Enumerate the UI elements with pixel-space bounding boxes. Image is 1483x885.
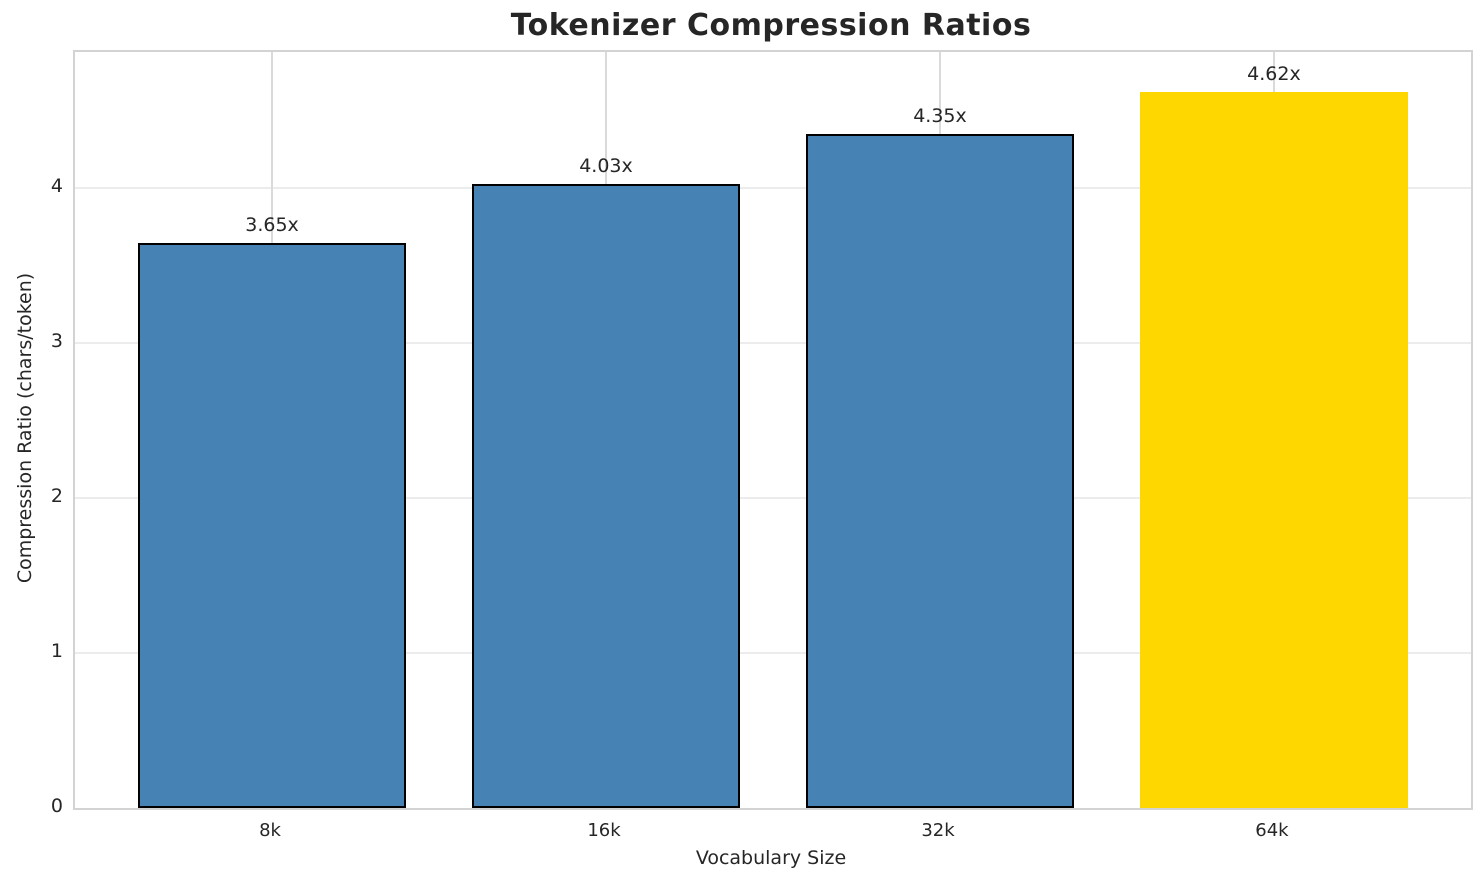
- horizontal-gridline: [75, 342, 1471, 345]
- y-tick-label: 4: [50, 175, 63, 198]
- x-tick-label: 16k: [587, 820, 621, 841]
- y-tick-label: 1: [50, 640, 63, 663]
- x-tick-label: 64k: [1255, 820, 1289, 841]
- y-axis-label: Compression Ratio (chars/token): [14, 272, 36, 584]
- x-axis-label: Vocabulary Size: [695, 847, 847, 869]
- horizontal-gridline: [75, 187, 1471, 190]
- bar-32k: [806, 134, 1074, 808]
- bar-value-label: 4.35x: [913, 105, 967, 128]
- bar-value-label: 4.62x: [1247, 63, 1301, 86]
- y-tick-label: 0: [50, 795, 63, 817]
- y-tick-label: 2: [50, 485, 63, 508]
- bar-8k: [138, 242, 406, 808]
- horizontal-gridline: [75, 497, 1471, 500]
- bar-16k: [472, 183, 740, 808]
- x-tick-label: 8k: [259, 820, 281, 841]
- x-tick-label: 32k: [921, 820, 955, 841]
- bar-value-label: 4.03x: [579, 154, 633, 177]
- bar-64k: [1140, 92, 1408, 808]
- horizontal-gridline: [75, 652, 1471, 655]
- chart-title: Tokenizer Compression Ratios: [510, 8, 1032, 43]
- plot-area: 3.65x 4.03x 4.35x 4.62x: [73, 50, 1473, 810]
- y-tick-label: 3: [50, 330, 63, 353]
- bar-value-label: 3.65x: [245, 213, 299, 236]
